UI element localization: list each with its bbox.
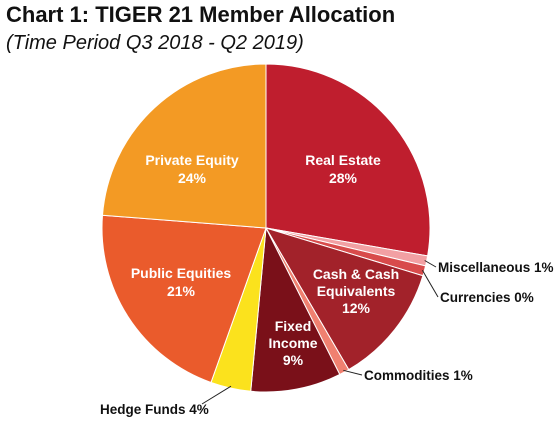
pie-slice-cash-cash-equivalents [264, 227, 424, 371]
slice-label-cash-line1: Cash & Cash [313, 266, 399, 282]
slice-value-private-equity: 24% [178, 170, 207, 186]
leader-lines [201, 260, 439, 405]
slice-label-public-equities: Public Equities [131, 265, 232, 281]
label-currencies: Currencies 0% [440, 290, 534, 305]
leader-line-miscellaneous [424, 260, 437, 268]
leader-line-currencies [421, 270, 439, 298]
slice-value-fixed-income: 9% [283, 352, 304, 368]
pie-slice-public-equities [101, 214, 267, 384]
slice-label-fixed-line2: Income [268, 335, 317, 351]
chart-title: Chart 1: TIGER 21 Member Allocation [6, 2, 396, 27]
slice-value-public-equities: 21% [167, 283, 196, 299]
pie-slice-real-estate [265, 63, 431, 257]
label-hedge-funds: Hedge Funds 4% [100, 402, 209, 417]
slice-value-cash: 12% [342, 300, 371, 316]
label-commodities: Commodities 1% [364, 368, 473, 383]
slice-label-private-equity: Private Equity [145, 152, 239, 168]
leader-line-commodities [343, 369, 363, 376]
leader-line-hedge-funds [201, 385, 232, 405]
slice-label-real-estate: Real Estate [305, 152, 381, 168]
slice-label-fixed-line1: Fixed [275, 318, 312, 334]
pie-slices [101, 63, 431, 393]
label-miscellaneous: Miscellaneous 1% [438, 260, 554, 275]
slice-label-cash-line2: Equivalents [317, 283, 396, 299]
slice-value-real-estate: 28% [329, 170, 358, 186]
pie-slice-private-equity [101, 63, 267, 229]
chart-subtitle: (Time Period Q3 2018 - Q2 2019) [6, 32, 304, 54]
pie-slice-fixed-income [250, 226, 341, 393]
